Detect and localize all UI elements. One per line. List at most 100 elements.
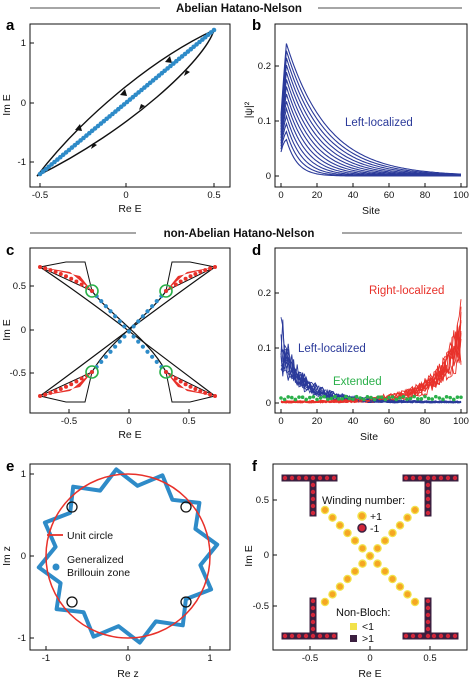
panel-f-dot <box>445 475 451 481</box>
panel-b-xtick-4: 80 <box>420 190 431 201</box>
panel-f-point <box>335 521 345 530</box>
panel-c-curve-1 <box>39 266 216 397</box>
panel-c-point <box>136 339 141 344</box>
panel-e-legend-dot <box>52 563 60 571</box>
panel-d-extended-point <box>369 395 373 400</box>
panel-f-point <box>373 559 382 568</box>
panel-c-ylabel: Im E <box>1 319 13 341</box>
panel-d-extended-point <box>448 395 453 400</box>
panel-b-xlabel: Site <box>362 205 380 217</box>
panel-c-yticks: 0.5 0 -0.5 <box>10 281 34 379</box>
panel-c-xlabel: Re E <box>118 429 141 441</box>
panel-a-arrows <box>75 56 190 149</box>
panel-c-point <box>145 309 150 314</box>
panel-e-yticks: 1 0 -1 <box>18 469 34 644</box>
panel-f-xtick-2: 0.5 <box>423 653 436 664</box>
panel-c-red-tips <box>38 261 217 403</box>
panel-d-left-curve <box>280 319 462 404</box>
panel-c-xtick-1: 0 <box>126 416 131 427</box>
panel-f-dot <box>317 475 323 481</box>
panel-f-legend-lt-square <box>350 623 357 630</box>
panel-c-ytick-1: 0 <box>21 325 26 336</box>
panel-letter-e: e <box>6 458 14 475</box>
panel-f-point <box>365 551 375 561</box>
panel-f-dot <box>310 626 316 632</box>
panel-f-legend-pos-dot <box>357 511 367 521</box>
panel-f-dot <box>425 475 431 481</box>
panel-b-state-curve <box>280 43 462 175</box>
panel-d-extended-point <box>326 397 330 401</box>
panel-c-point <box>58 272 63 277</box>
panel-f-dot <box>417 633 423 639</box>
panel-c-point <box>99 299 104 304</box>
panel-d-extended-point <box>380 395 384 400</box>
panel-f-dot <box>324 633 330 639</box>
panel-f-dot <box>425 633 431 639</box>
panel-a-ytick-0: 1 <box>21 38 26 49</box>
panel-b-frame <box>274 23 468 188</box>
panel-a-blue-points <box>37 27 217 177</box>
panel-f-dot <box>425 626 431 632</box>
panel-f-dot <box>417 475 423 481</box>
panel-d-extended-point <box>322 394 327 399</box>
panel-c-point <box>38 265 42 269</box>
panel-f-point <box>328 590 337 599</box>
panel-f-legend-neg-dot <box>357 523 367 533</box>
panel-f-dot <box>425 496 431 502</box>
panel-f-point <box>395 582 405 591</box>
panel-d-extended-point <box>419 396 424 401</box>
panel-b-state-curve <box>280 50 462 176</box>
panel-f-ytick-1: 0 <box>264 550 269 561</box>
panel-b-xtick-1: 20 <box>312 190 323 201</box>
panel-f-dot <box>452 633 458 639</box>
panel-c-point <box>140 314 145 319</box>
panel-d-xtick-4: 80 <box>420 416 431 427</box>
panel-d-extended-point <box>437 396 442 400</box>
panel-c-point <box>154 299 159 304</box>
panel-c-point <box>198 269 203 274</box>
panel-f-dot <box>310 619 316 625</box>
panel-d-extended-point <box>300 395 305 399</box>
panel-f-point <box>410 505 420 515</box>
panel-f-point <box>358 559 367 568</box>
panel-b-xtick-3: 60 <box>384 190 395 201</box>
panel-f-point <box>320 505 330 515</box>
panel-d-extended-point <box>426 396 431 401</box>
panel-d-xtick-0: 0 <box>278 416 283 427</box>
panel-c-point <box>58 386 63 391</box>
panel-c-point <box>69 276 74 281</box>
panel-a: a -0.5 0 0.5 1 0 -1 <box>1 17 231 215</box>
panel-d-extended-point <box>401 394 406 399</box>
panel-f-dot <box>403 475 409 481</box>
panel-a-ylabel: Im E <box>1 94 13 116</box>
panel-f-dot <box>425 598 431 604</box>
panel-d-extended-point <box>394 397 399 402</box>
panel-b-state-curve <box>280 57 461 176</box>
panel-d-extended-point <box>293 397 298 402</box>
panel-f-dot <box>310 612 316 618</box>
panel-c-point <box>183 276 188 281</box>
panel-f-dot <box>425 605 431 611</box>
panel-d-xlabel: Site <box>360 431 378 443</box>
panel-d-extended-point <box>340 396 345 401</box>
panel-b-state-curve <box>280 64 461 176</box>
panel-d: d Right-localized Left-localized Extende… <box>252 242 469 443</box>
panel-f-dot <box>303 475 309 481</box>
panel-e-marker-circles <box>66 501 192 608</box>
panel-d-extended-point <box>416 397 420 401</box>
panel-a-xticks: -0.5 0 0.5 <box>32 183 221 201</box>
panel-c-point <box>188 274 193 279</box>
panel-f-legend-lt: <1 <box>362 621 374 633</box>
panel-e-xticks: -1 0 1 <box>42 646 213 664</box>
panel-d-extended-point <box>282 397 287 402</box>
panel-c-point <box>183 382 188 387</box>
panel-c-ytick-2: -0.5 <box>10 368 26 379</box>
panel-d-extended-point <box>390 395 395 399</box>
panel-f-yticks: 0.5 0 -0.5 <box>253 495 277 612</box>
panel-f-point <box>388 574 397 584</box>
panel-f-dot <box>310 496 316 502</box>
panel-f-point <box>395 521 405 530</box>
panel-f-dot <box>310 510 316 516</box>
panel-c-curve-2 <box>39 266 216 397</box>
panel-d-extended-point <box>304 397 309 402</box>
